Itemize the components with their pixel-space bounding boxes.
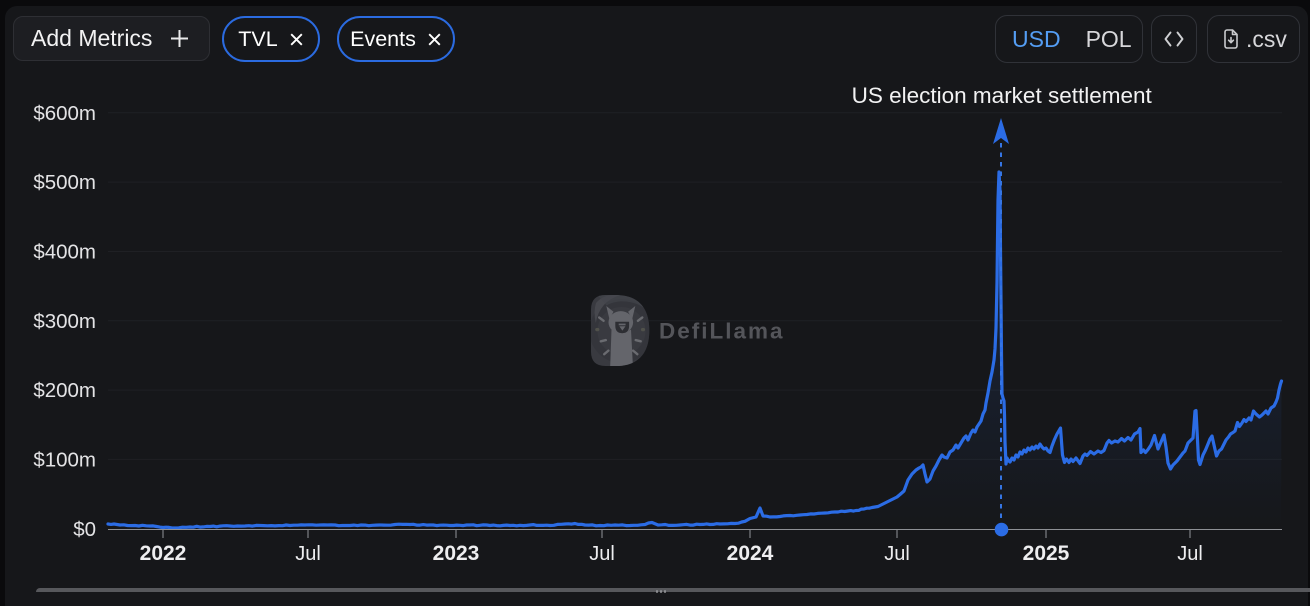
svg-text:Jul: Jul <box>589 543 615 565</box>
svg-text:$100m: $100m <box>33 448 96 471</box>
svg-text:US election market settlement: US election market settlement <box>852 83 1153 108</box>
svg-text:$400m: $400m <box>33 241 96 264</box>
svg-text:$300m: $300m <box>33 310 96 333</box>
svg-text:$0: $0 <box>73 518 96 541</box>
svg-text:$200m: $200m <box>33 379 96 402</box>
svg-text:$500m: $500m <box>33 171 96 194</box>
svg-text:2024: 2024 <box>727 542 774 565</box>
svg-text:2023: 2023 <box>433 542 480 565</box>
svg-text:2025: 2025 <box>1023 542 1070 565</box>
svg-text:2022: 2022 <box>140 542 187 565</box>
svg-text:DefiLlama: DefiLlama <box>659 319 785 344</box>
svg-text:Jul: Jul <box>1177 543 1203 565</box>
svg-text:Jul: Jul <box>295 543 321 565</box>
svg-text:$600m: $600m <box>33 102 96 125</box>
svg-text:Jul: Jul <box>884 543 910 565</box>
